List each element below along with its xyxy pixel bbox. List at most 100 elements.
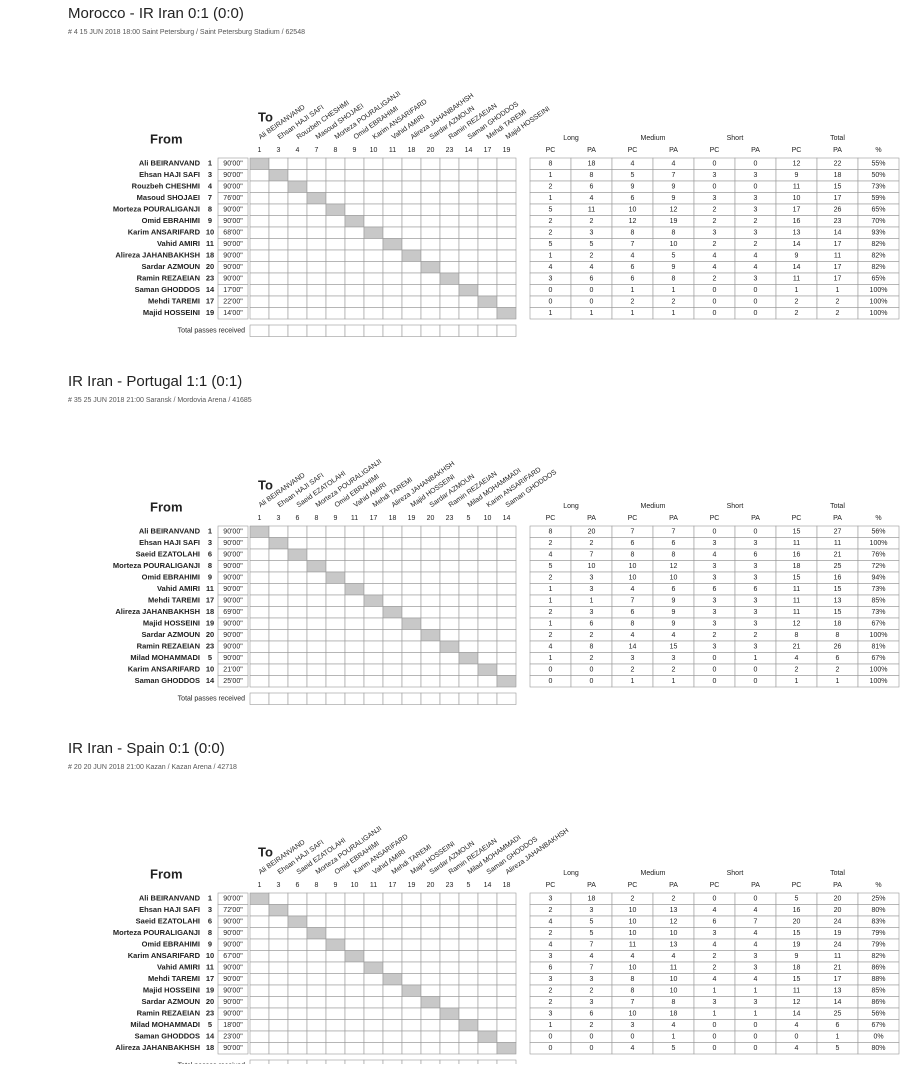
diagonal-cell xyxy=(306,927,327,940)
matrix-cell xyxy=(439,548,460,561)
matrix-cell xyxy=(363,1007,384,1020)
matrix-cell xyxy=(325,617,346,630)
stats-value: 1 xyxy=(549,195,553,202)
matrix-cell xyxy=(401,961,422,974)
matrix-cell xyxy=(325,1019,346,1032)
row-player-name: Karim ANSARIFARD xyxy=(128,228,201,237)
stats-cell xyxy=(857,1042,900,1055)
row-number: 9 xyxy=(208,940,212,949)
matrix-cell xyxy=(344,284,365,297)
stats-value: 17 xyxy=(793,207,801,214)
matrix-cell xyxy=(401,927,422,940)
matrix-cell xyxy=(458,583,479,596)
matrix-cell xyxy=(325,1030,346,1043)
stats-value: 81% xyxy=(871,644,885,651)
stats-value: 16 xyxy=(834,575,842,582)
matrix-cell xyxy=(268,938,289,951)
column-number: 1 xyxy=(258,882,262,889)
matrix-cell xyxy=(306,1042,327,1055)
stats-value: 76% xyxy=(871,552,885,559)
stats-value: 4 xyxy=(631,161,635,168)
matrix-cell xyxy=(344,961,365,974)
matrix-cell xyxy=(344,192,365,205)
stats-value: 2 xyxy=(590,1022,594,1029)
matrix-cell xyxy=(382,961,403,974)
stats-subheader: PC xyxy=(792,882,802,889)
matrix-cell xyxy=(249,1007,270,1020)
matrix-cell xyxy=(249,295,270,308)
stats-value: 65% xyxy=(871,276,885,283)
matrix-cell xyxy=(401,226,422,239)
matrix-cell xyxy=(306,950,327,963)
stats-value: 10 xyxy=(629,563,637,570)
matrix-cell xyxy=(458,606,479,619)
matrix-cell xyxy=(401,938,422,951)
matrix-cell xyxy=(477,560,498,573)
row-number: 5 xyxy=(208,653,212,662)
stats-value: 1 xyxy=(754,655,758,662)
stats-value: 67% xyxy=(871,655,885,662)
matrix-cell xyxy=(458,996,479,1009)
matrix-cell xyxy=(287,950,308,963)
stats-value: 4 xyxy=(631,1045,635,1052)
stats-value: 1 xyxy=(672,678,676,685)
stats-value: 16 xyxy=(793,218,801,225)
matrix-cell xyxy=(325,904,346,917)
matrix-cell xyxy=(249,996,270,1009)
matrix-cell xyxy=(249,594,270,607)
matrix-cell xyxy=(420,226,441,239)
matrix-cell xyxy=(249,238,270,251)
row-number: 10 xyxy=(206,665,214,674)
matrix-cell xyxy=(249,261,270,274)
stats-value: 100% xyxy=(870,299,888,306)
row-number: 3 xyxy=(208,905,212,914)
column-number: 9 xyxy=(334,515,338,522)
stats-value: 11 xyxy=(793,276,800,283)
stats-value: 0 xyxy=(754,678,758,685)
diagonal-cell xyxy=(344,215,365,228)
matrix-cell xyxy=(363,249,384,262)
row-player-name: Ali BEIRANVAND xyxy=(139,527,201,536)
matrix-cell xyxy=(249,938,270,951)
matrix-cell xyxy=(249,583,270,596)
matrix-cell xyxy=(325,663,346,676)
matrix-cell xyxy=(287,606,308,619)
stats-value: 4 xyxy=(549,919,553,926)
matrix-cell xyxy=(496,950,517,963)
minutes: 90'00" xyxy=(223,540,243,547)
stats-value: 9 xyxy=(672,264,676,271)
matrix-cell xyxy=(496,169,517,182)
stats-value: 18 xyxy=(588,896,596,903)
stats-subheader: PA xyxy=(833,147,842,154)
totals-cell xyxy=(325,1059,346,1069)
stats-value: 1 xyxy=(590,598,594,605)
matrix-cell xyxy=(458,203,479,216)
matrix-cell xyxy=(401,238,422,251)
row-player-name: Ehsan HAJI SAFI xyxy=(139,538,200,547)
matrix-cell xyxy=(287,537,308,550)
matrix-cell xyxy=(249,560,270,573)
matrix-cell xyxy=(420,238,441,251)
row-number: 5 xyxy=(208,1020,212,1029)
stats-value: 0 xyxy=(631,1034,635,1041)
stats-value: 2 xyxy=(672,896,676,903)
matrix-cell xyxy=(306,938,327,951)
column-number: 9 xyxy=(334,882,338,889)
stats-group: Medium xyxy=(641,503,666,510)
matrix-cell xyxy=(287,904,308,917)
row-number: 20 xyxy=(206,262,214,271)
matrix-cell xyxy=(325,272,346,285)
matrix-cell xyxy=(363,525,384,538)
stats-value: 8 xyxy=(631,552,635,559)
minutes: 90'00" xyxy=(223,172,243,179)
matrix-cell xyxy=(439,307,460,320)
column-number: 10 xyxy=(370,147,378,154)
matrix-cell xyxy=(439,927,460,940)
stats-value: 0 xyxy=(754,529,758,536)
from-label: From xyxy=(150,499,183,514)
matrix-cell xyxy=(439,892,460,905)
column-number: 17 xyxy=(370,515,378,522)
stats-value: 56% xyxy=(871,1011,885,1018)
stats-subheader: PA xyxy=(587,882,596,889)
matrix-cell xyxy=(382,226,403,239)
